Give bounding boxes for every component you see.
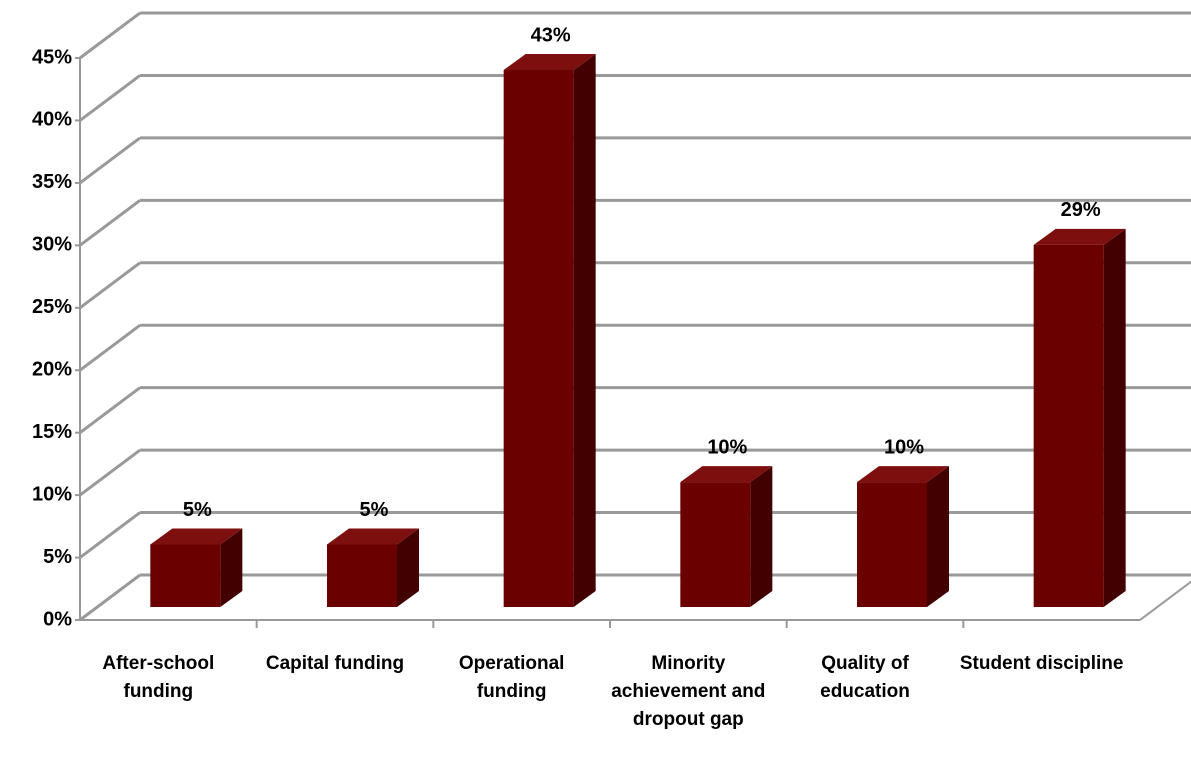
bar-front bbox=[327, 544, 397, 607]
bar bbox=[150, 528, 243, 607]
x-tick-label: Capital funding bbox=[265, 653, 405, 674]
bar-side bbox=[397, 528, 419, 607]
y-tick-label: 10% bbox=[32, 483, 72, 505]
grid-line-depth bbox=[79, 386, 141, 434]
y-tick-label: 30% bbox=[32, 234, 72, 256]
y-tick-label: 25% bbox=[32, 296, 72, 318]
y-tick-label: 20% bbox=[32, 359, 72, 381]
bar-side bbox=[220, 528, 243, 607]
bar bbox=[503, 53, 596, 607]
x-tick-label: Minority achievement and dropout gap bbox=[611, 653, 766, 730]
x-tick-label: Student discipline bbox=[959, 653, 1124, 674]
bar-side bbox=[573, 53, 596, 607]
data-label: 43% bbox=[531, 24, 571, 46]
y-tick-label: 45% bbox=[32, 46, 72, 68]
x-tick-label: Quality of education bbox=[820, 653, 910, 702]
grid-line-depth bbox=[79, 448, 141, 497]
axis-line bbox=[1139, 580, 1191, 621]
bar bbox=[680, 466, 773, 607]
bar-side bbox=[927, 466, 949, 607]
bar-side bbox=[750, 466, 773, 607]
bar-front bbox=[1033, 244, 1104, 608]
data-label: 29% bbox=[1061, 199, 1101, 221]
bar-top bbox=[1033, 228, 1126, 245]
y-tick-label: 15% bbox=[32, 421, 72, 443]
grid-line-depth bbox=[79, 199, 141, 247]
y-tick-label: 40% bbox=[32, 109, 72, 131]
bar-front bbox=[150, 544, 221, 607]
y-tick-label: 0% bbox=[43, 608, 72, 630]
x-tick-label: Operational funding bbox=[458, 653, 565, 702]
grid-line-depth bbox=[79, 74, 141, 122]
bar-top bbox=[327, 528, 419, 545]
grid-line-depth bbox=[79, 261, 141, 309]
data-label: 5% bbox=[183, 499, 212, 521]
x-tick-label: After-school funding bbox=[102, 653, 215, 702]
y-tick-label: 5% bbox=[43, 546, 72, 568]
bar bbox=[1033, 228, 1126, 608]
grid-line-depth bbox=[79, 511, 141, 559]
y-tick-label: 35% bbox=[32, 171, 72, 193]
data-label: 5% bbox=[360, 499, 389, 521]
bar bbox=[857, 466, 949, 607]
bar-top bbox=[150, 528, 243, 545]
bar-top bbox=[503, 53, 596, 70]
data-label: 10% bbox=[884, 436, 924, 458]
bar-top bbox=[857, 466, 949, 483]
data-label: 10% bbox=[707, 436, 747, 458]
bar-top bbox=[680, 466, 773, 483]
bar-front bbox=[857, 482, 927, 607]
bar bbox=[327, 528, 419, 607]
bar-front bbox=[680, 482, 751, 607]
grid-line-depth bbox=[79, 573, 141, 622]
grid-line-depth bbox=[79, 11, 141, 60]
grid-line-depth bbox=[79, 324, 141, 372]
grid-line-depth bbox=[79, 136, 141, 185]
bar-front bbox=[503, 69, 574, 607]
bar-side bbox=[1103, 228, 1126, 608]
